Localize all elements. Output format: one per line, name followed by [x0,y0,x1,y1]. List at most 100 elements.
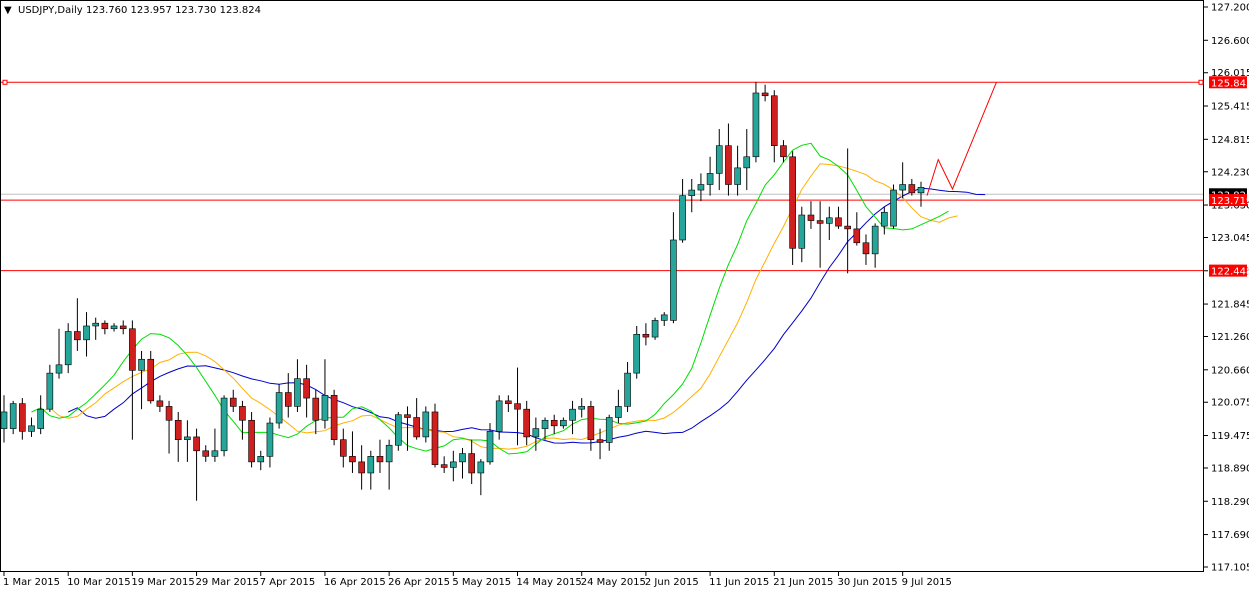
bull-candle-body [138,358,145,371]
date-tick-label: 2 Jun 2015 [645,577,699,588]
candle [64,323,72,374]
candle [477,459,485,496]
bear-candle-body [789,156,796,249]
candle [459,448,466,479]
collapse-arrow-icon[interactable]: ▼ [4,5,12,16]
ohlc-readout: 123.760 123.957 123.730 123.824 [86,5,261,16]
level-layer [1,79,1204,272]
candle [780,140,787,163]
projection-layer [926,82,997,196]
candle [734,145,741,196]
candle [550,414,558,435]
bear-candle-body [101,322,109,330]
candle [55,328,63,379]
candle [257,450,265,471]
date-tick-label: 14 May 2015 [517,577,582,588]
candle [303,364,310,418]
level-price-label: 122.448 [1211,267,1249,278]
bear-candle-body [413,417,420,438]
candle [789,151,796,265]
bear-candle-body [358,461,365,474]
bull-candle-body [459,453,466,463]
bull-candle-body [275,392,283,424]
bull-candle-body [743,156,751,169]
candle [853,212,861,246]
bear-candle-body [312,397,320,421]
price-tick-label: 121.260 [1211,332,1249,343]
candle [46,364,54,412]
candle [890,184,897,229]
price-tick-label: 125.415 [1211,102,1249,113]
bull-candle-body [798,214,806,249]
candle [385,439,393,490]
bear-candle-body [248,419,255,463]
candle [284,373,292,418]
candle [825,206,833,240]
candle [404,406,411,451]
candle [349,431,356,473]
bear-candle-body [550,419,558,427]
level-price-label: 125.843 [1211,78,1249,89]
bear-candle-body [339,439,347,457]
candle [184,420,191,462]
bull-candle-body [257,456,265,463]
price-tick-label: 126.015 [1211,68,1249,79]
price-tick-label: 118.290 [1211,497,1249,508]
plot-frame [0,0,1204,572]
bull-candle-body [28,425,35,432]
bear-candle-body [156,400,164,407]
candle [376,439,384,473]
candle [495,395,503,440]
candle [523,400,530,446]
candle [899,162,906,199]
bull-candle-body [450,461,457,468]
candle [862,234,870,265]
level-price-label: 123.719 [1211,196,1249,207]
candle [679,178,686,243]
candle [761,84,769,102]
bear-candle-body [523,408,530,438]
candle [844,148,851,274]
bear-candle-body [468,453,475,474]
candle [37,395,44,435]
candle [651,317,659,340]
candle [229,389,237,412]
date-tick-label: 30 Jun 2015 [837,577,897,588]
bull-candle-body [899,184,906,191]
candle [202,445,210,462]
bear-candle-body [505,400,512,404]
bull-candle-body [220,397,228,452]
candle [431,403,439,468]
date-tick-label: 19 Mar 2015 [131,577,194,588]
candle [330,389,338,446]
bear-candle-body [770,95,778,146]
price-tick-label: 124.815 [1211,135,1249,146]
bull-candle-body [660,314,668,321]
candle [275,384,283,429]
candle [807,201,815,229]
candle [624,362,631,412]
bear-candle-body [844,225,851,230]
candle [725,123,732,196]
bull-candle-body [495,400,503,432]
candle [798,206,806,263]
bull-candle-body [9,403,17,429]
symbol-timeframe: USDJPY,Daily [18,5,83,16]
candle [321,359,329,429]
candle [688,178,696,213]
candle [596,428,604,460]
level-handle [2,79,8,85]
price-tick-label: 124.230 [1211,167,1249,178]
price-tick-label: 118.890 [1211,463,1249,474]
candle [642,323,650,346]
candle [440,456,448,473]
candle [505,395,512,412]
bear-candle-body [587,406,595,440]
candle [101,320,109,335]
bear-candle-body [514,403,521,410]
candle [670,212,677,324]
bear-candle-body [229,397,237,407]
bear-candle-body [119,325,127,330]
candle [715,129,723,191]
bull-candle-body [422,411,430,438]
